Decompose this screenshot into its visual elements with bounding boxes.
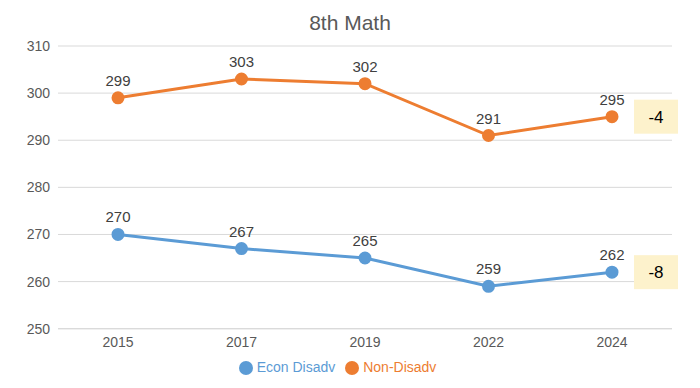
svg-text:259: 259 xyxy=(476,260,501,277)
svg-text:-8: -8 xyxy=(648,263,663,282)
svg-text:290: 290 xyxy=(27,132,51,148)
svg-text:2015: 2015 xyxy=(102,334,133,350)
svg-text:303: 303 xyxy=(229,53,254,70)
html-text:Non-Disadv: Non-Disadv xyxy=(363,358,437,375)
svg-text:2019: 2019 xyxy=(349,334,380,350)
svg-text:270: 270 xyxy=(27,226,51,242)
svg-text:300: 300 xyxy=(27,85,51,101)
svg-text:2017: 2017 xyxy=(226,334,257,350)
svg-text:-4: -4 xyxy=(648,108,663,127)
svg-text:310: 310 xyxy=(27,38,51,54)
svg-text:267: 267 xyxy=(229,223,254,240)
svg-text:262: 262 xyxy=(599,246,624,263)
svg-text:250: 250 xyxy=(27,321,51,337)
svg-text:270: 270 xyxy=(105,208,130,225)
svg-text:2022: 2022 xyxy=(473,334,504,350)
svg-text:2024: 2024 xyxy=(596,334,627,350)
svg-text:260: 260 xyxy=(27,274,51,290)
svg-text:299: 299 xyxy=(105,72,130,89)
html-text:Econ Disadv: Econ Disadv xyxy=(256,358,336,375)
svg-text:265: 265 xyxy=(352,232,377,249)
html-text:8th Math: 8th Math xyxy=(309,11,391,34)
svg-text:295: 295 xyxy=(599,91,624,108)
svg-text:291: 291 xyxy=(476,110,501,127)
svg-text:302: 302 xyxy=(352,58,377,75)
svg-text:280: 280 xyxy=(27,179,51,195)
